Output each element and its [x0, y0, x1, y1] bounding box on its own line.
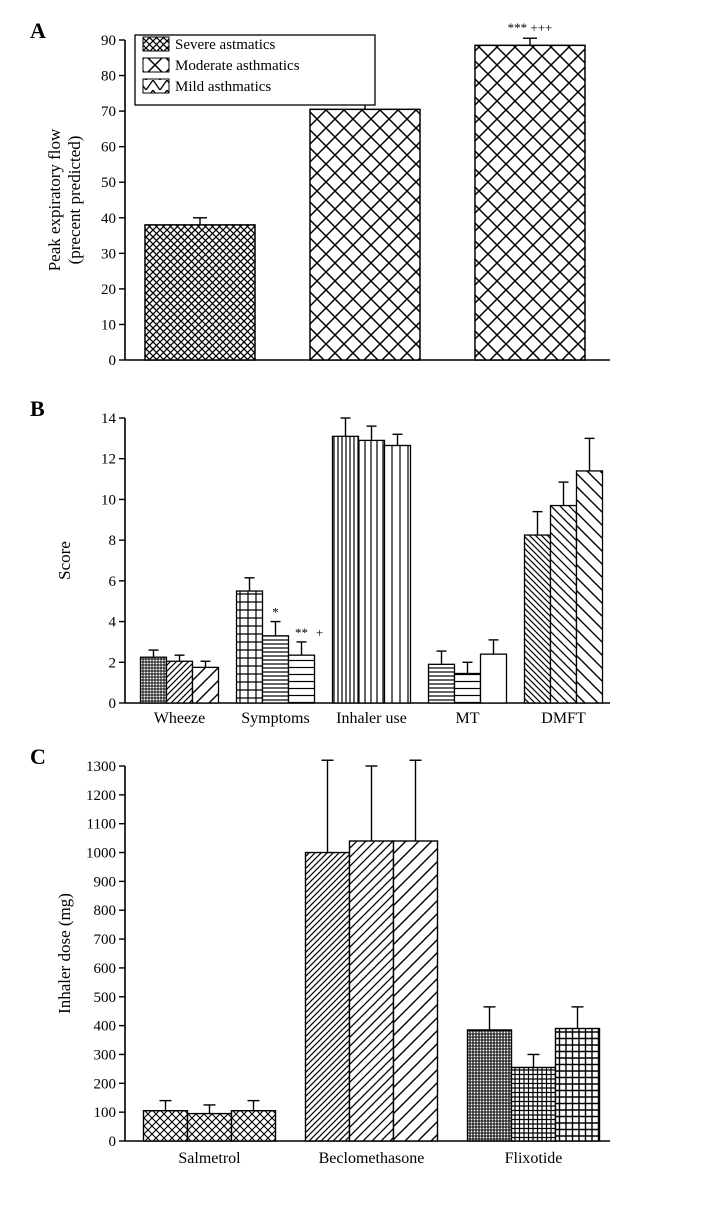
chart-b: 02468101214ScoreWheeze***SymptomsInhaler… [20, 398, 620, 738]
panel-a-label: A [30, 18, 46, 44]
panel-c: C 0 100 200 300 400 500 600 700 800 900 1000 1100 12… [20, 746, 691, 1176]
svg-text:80: 80 [101, 69, 116, 85]
svg-text:800: 800 [94, 903, 117, 919]
svg-text:DMFT: DMFT [541, 710, 586, 727]
svg-text:600: 600 [94, 961, 117, 977]
svg-text:70: 70 [101, 104, 116, 120]
svg-text:200: 200 [94, 1076, 117, 1092]
svg-text:1000: 1000 [86, 846, 116, 862]
svg-text:900: 900 [94, 874, 117, 890]
svg-text:(precent predicted): (precent predicted) [65, 136, 84, 265]
svg-text:*: * [272, 605, 279, 620]
chart-a: 0 10 20 30 40 50 60 70 80 90 Peak expiratory flow(… [20, 20, 620, 390]
svg-text:6: 6 [109, 574, 117, 590]
svg-text:500: 500 [94, 990, 117, 1006]
svg-text:Flixotide: Flixotide [505, 1150, 563, 1167]
svg-text:20: 20 [101, 282, 116, 298]
svg-text:Inhaler dose (mg): Inhaler dose (mg) [55, 893, 74, 1014]
panel-a: A 0 10 20 30 40 50 60 70 80 90 Peak expiratory flo… [20, 20, 691, 390]
svg-text:60: 60 [101, 140, 116, 156]
svg-text:8: 8 [109, 533, 117, 549]
svg-text:Wheeze: Wheeze [154, 710, 206, 727]
svg-text:**: ** [295, 625, 308, 640]
svg-text:400: 400 [94, 1019, 117, 1035]
svg-text:1300: 1300 [86, 759, 116, 775]
svg-text:Severe astmatics: Severe astmatics [175, 37, 276, 53]
svg-text:0: 0 [109, 353, 117, 369]
svg-text:10: 10 [101, 492, 116, 508]
svg-text:0: 0 [109, 1134, 117, 1150]
svg-text:0: 0 [109, 696, 117, 712]
svg-text:300: 300 [94, 1047, 117, 1063]
svg-text:10: 10 [101, 317, 116, 333]
svg-text:MT: MT [456, 710, 480, 727]
svg-text:Salmetrol: Salmetrol [178, 1150, 241, 1167]
svg-text:30: 30 [101, 246, 116, 262]
panel-c-label: C [30, 744, 46, 770]
svg-text:1200: 1200 [86, 788, 116, 804]
svg-text:700: 700 [94, 932, 117, 948]
svg-text:*** +++: *** +++ [508, 20, 553, 35]
svg-text:Moderate asthmatics: Moderate asthmatics [175, 58, 300, 74]
svg-text:50: 50 [101, 175, 116, 191]
svg-text:1100: 1100 [87, 817, 116, 833]
panel-b: B 02468101214ScoreWheeze***SymptomsInhal… [20, 398, 691, 738]
panel-b-label: B [30, 396, 45, 422]
svg-text:Beclomethasone: Beclomethasone [319, 1150, 425, 1167]
chart-c: 0 100 200 300 400 500 600 700 800 900 1000 1100 1200… [20, 746, 620, 1176]
svg-text:14: 14 [101, 411, 117, 427]
svg-text:Inhaler use: Inhaler use [336, 710, 407, 727]
svg-text:90: 90 [101, 33, 116, 49]
svg-text:100: 100 [94, 1105, 117, 1121]
svg-text:+: + [316, 625, 323, 640]
svg-text:Mild asthmatics: Mild asthmatics [175, 79, 271, 95]
svg-text:Symptoms: Symptoms [241, 710, 309, 727]
svg-text:2: 2 [109, 655, 117, 671]
svg-text:4: 4 [109, 615, 117, 631]
svg-text:12: 12 [101, 452, 116, 468]
svg-text:Score: Score [55, 541, 74, 580]
svg-text:Peak expiratory flow: Peak expiratory flow [45, 128, 64, 271]
svg-text:40: 40 [101, 211, 116, 227]
